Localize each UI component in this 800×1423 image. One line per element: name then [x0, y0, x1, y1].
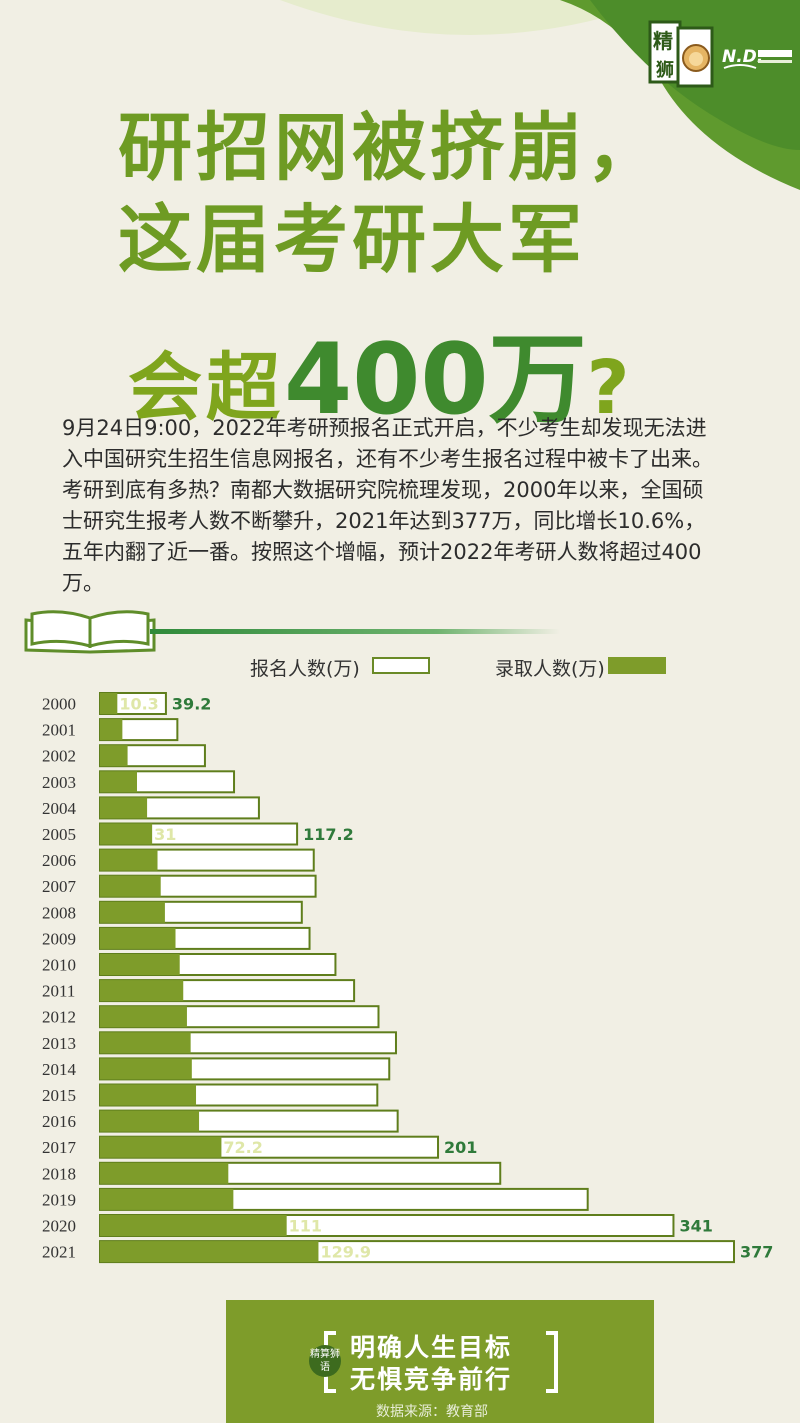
year-tick-label: 2008: [42, 903, 76, 922]
year-tick-label: 2009: [42, 929, 76, 948]
right-bracket: [546, 1331, 558, 1393]
year-tick-label: 2020: [42, 1217, 76, 1236]
admitted-bar: [100, 823, 153, 845]
partner-logo-icon: N.D.: [722, 47, 792, 69]
legend-admitted-label: 录取人数(万): [495, 658, 605, 680]
jingsuanshi-logo-icon: 精 狮: [648, 20, 714, 88]
data-source: 数据来源：教育部: [376, 1404, 488, 1420]
admitted-bar: [100, 1006, 187, 1028]
footer-badge: 精算狮语: [309, 1345, 341, 1377]
admitted-bar: [100, 1136, 222, 1158]
admitted-bar: [100, 927, 176, 949]
admitted-bar: [100, 901, 165, 923]
applicants-data-label: 341: [679, 1217, 712, 1236]
admitted-data-label: 129.9: [320, 1243, 371, 1262]
year-tick-label: 2003: [42, 773, 76, 792]
book-icon: [24, 610, 156, 654]
section-divider: [150, 629, 560, 634]
applicants-data-label: 117.2: [303, 825, 354, 844]
page-title-line3: 会超400万?: [128, 300, 634, 442]
year-tick-label: 2021: [42, 1243, 76, 1262]
year-tick-label: 2000: [42, 695, 76, 714]
year-tick-label: 2002: [42, 747, 76, 766]
intro-paragraph: 9月24日9:00，2022年考研预报名正式开启，不少考生却发现无法进入中国研究…: [62, 416, 713, 595]
year-tick-label: 2018: [42, 1164, 76, 1183]
applicants-data-label: 39.2: [172, 695, 211, 714]
page-title-line2: 这届考研大军: [118, 197, 586, 283]
admitted-data-label: 72.2: [223, 1138, 262, 1157]
year-tick-label: 2006: [42, 851, 76, 870]
year-tick-label: 2013: [42, 1034, 76, 1053]
title-question-mark: ?: [586, 345, 634, 431]
admitted-bar: [100, 954, 180, 975]
admitted-data-label: 31: [154, 825, 176, 844]
admitted-bar: [100, 1084, 197, 1106]
year-tick-label: 2011: [42, 982, 75, 1001]
svg-text:N.D.: N.D.: [722, 47, 763, 67]
footer-slogan-line1: 明确人生目标: [350, 1333, 513, 1362]
admitted-data-label: 111: [289, 1217, 322, 1236]
footer-slogan-line2: 无惧竞争前行: [350, 1365, 513, 1394]
admitted-bar: [100, 771, 137, 793]
admitted-bar: [100, 1110, 200, 1132]
title-highlight-number: 400万: [284, 323, 587, 437]
year-tick-label: 2012: [42, 1008, 76, 1027]
year-tick-label: 2004: [42, 799, 77, 818]
background-swoosh: [280, 0, 800, 190]
admitted-bar: [100, 849, 158, 871]
year-tick-label: 2005: [42, 825, 76, 844]
admitted-bar: [100, 693, 118, 714]
admitted-bar: [100, 1188, 234, 1210]
admitted-bar: [100, 797, 148, 819]
admitted-bar: [100, 1241, 319, 1263]
admitted-bar: [100, 1058, 192, 1080]
legend-applicants-swatch: [372, 657, 430, 674]
bar-chart: 2000 10.3 39.2 2001 2002 2003 2004 2005 31 117.2 2…: [42, 692, 773, 1264]
footer-banner: 精算狮语 明确人生目标 无惧竞争前行 数据来源：教育部: [226, 1300, 654, 1423]
year-tick-label: 2016: [42, 1112, 76, 1131]
admitted-bar: [100, 719, 123, 741]
legend-applicants-label: 报名人数(万): [250, 658, 360, 680]
admitted-bar: [100, 1032, 191, 1054]
year-tick-label: 2007: [42, 877, 77, 896]
applicants-data-label: 377: [740, 1243, 773, 1262]
admitted-bar: [100, 1162, 229, 1184]
admitted-bar: [100, 1215, 287, 1236]
page-title-line1: 研招网被挤崩，: [118, 105, 664, 191]
legend-admitted-swatch: [608, 657, 666, 674]
admitted-bar: [100, 875, 161, 897]
svg-text:精: 精: [653, 29, 673, 53]
year-tick-label: 2014: [42, 1060, 77, 1079]
applicants-data-label: 201: [444, 1138, 477, 1157]
year-tick-label: 2010: [42, 956, 76, 975]
svg-text:狮: 狮: [656, 60, 674, 81]
year-tick-label: 2001: [42, 721, 76, 740]
admitted-data-label: 10.3: [119, 695, 158, 714]
year-tick-label: 2015: [42, 1086, 76, 1105]
admitted-bar: [100, 745, 128, 767]
admitted-bar: [100, 980, 184, 1002]
year-tick-label: 2019: [42, 1190, 76, 1209]
title-prefix: 会超: [128, 345, 284, 431]
year-tick-label: 2017: [42, 1138, 77, 1157]
